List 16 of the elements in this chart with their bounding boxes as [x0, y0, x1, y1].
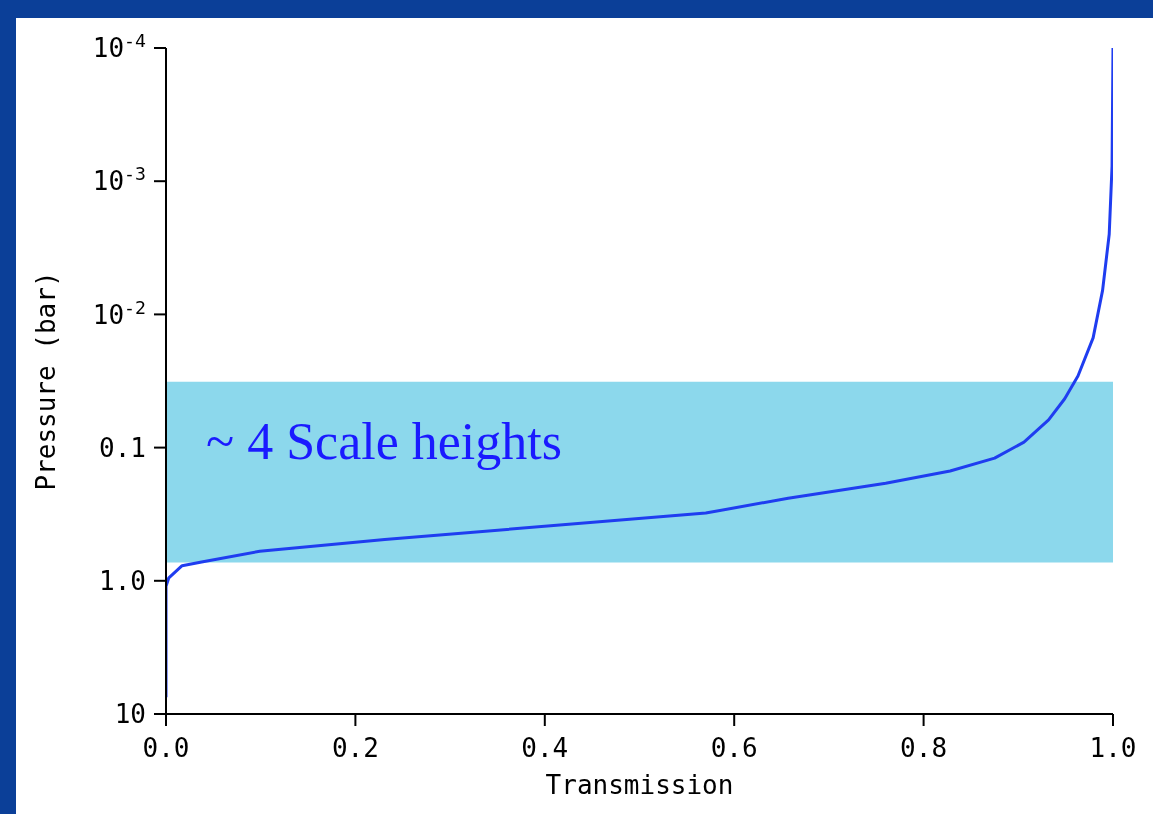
x-tick-label: 0.4: [521, 732, 569, 763]
x-tick-label: 0.2: [331, 732, 379, 763]
y-tick-label: 0.1: [99, 432, 146, 463]
x-tick-label: 0.0: [142, 732, 190, 763]
x-tick-label: 1.0: [1089, 732, 1137, 763]
y-tick-label: 10$^{-3}$: [92, 162, 146, 197]
y-axis-title: Pressure (bar): [31, 271, 62, 491]
line-series: [166, 48, 1113, 699]
y-tick-label: 10$^{-4}$: [92, 29, 147, 64]
y-tick-label: 10: [114, 699, 146, 730]
x-tick-label: 0.8: [900, 732, 948, 763]
x-tick-label: 0.6: [710, 732, 758, 763]
x-axis-title: Transmission: [545, 770, 734, 800]
y-tick-label: 10$^{-2}$: [92, 296, 146, 330]
y-tick-label: 1.0: [99, 565, 146, 596]
band-label: ~ 4 Scale heights: [206, 412, 562, 470]
